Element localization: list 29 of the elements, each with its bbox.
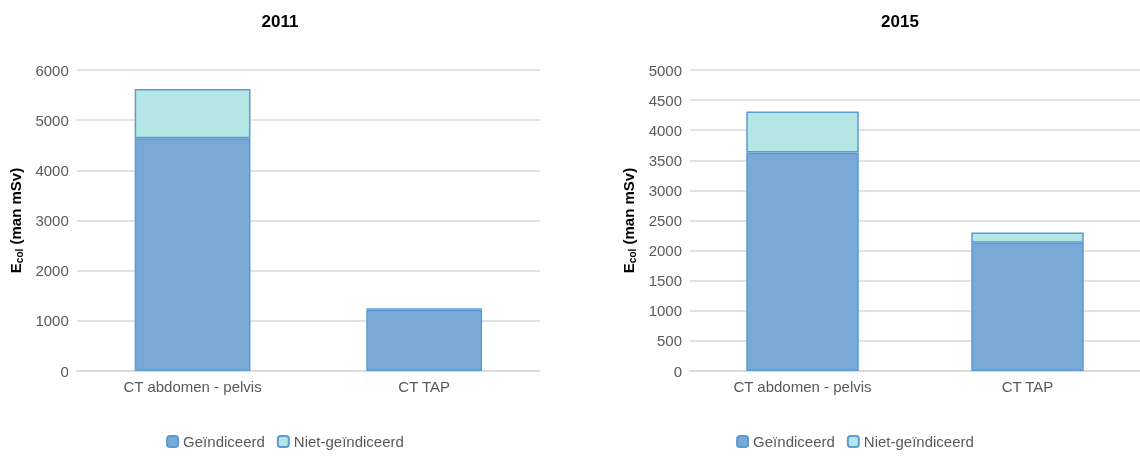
y-tick-label: 6000 [35, 61, 69, 79]
chart-title: 2015 [881, 12, 919, 31]
y-tick-label: 3000 [648, 181, 682, 199]
y-tick-label: 3500 [648, 151, 682, 169]
y-tick-label: 2000 [35, 262, 69, 280]
legend-label: Geïndiceerd [753, 433, 835, 450]
x-tick-label: CT abdomen - pelvis [733, 378, 872, 395]
legend-label: Niet-geïndiceerd [863, 433, 974, 450]
y-tick-label: 500 [656, 332, 682, 350]
y-tick-label: 2000 [648, 242, 682, 260]
y-tick-label: 0 [673, 362, 682, 380]
y-tick-label: 4500 [648, 91, 682, 109]
x-tick-label: CT TAP [398, 378, 451, 395]
y-tick-label: 4000 [648, 121, 682, 139]
y-tick-label: 5000 [35, 111, 69, 129]
y-tick-label: 1500 [648, 272, 682, 290]
bar [366, 309, 483, 371]
legend-label: Geïndiceerd [183, 433, 265, 450]
y-tick-label: 4000 [35, 161, 69, 179]
y-tick-label: 0 [60, 362, 69, 380]
y-tick-label: 2500 [648, 212, 682, 229]
y-tick-label: 1000 [648, 302, 682, 320]
x-tick-label: CT abdomen - pelvis [123, 378, 262, 395]
y-tick-label: 3000 [35, 212, 69, 229]
y-tick-label: 1000 [35, 312, 69, 330]
x-tick-label: CT TAP [1001, 378, 1054, 395]
legend-label: Niet-geïndiceerd [293, 433, 404, 450]
y-tick-label: 5000 [648, 61, 682, 79]
chart-title: 2011 [261, 12, 299, 31]
